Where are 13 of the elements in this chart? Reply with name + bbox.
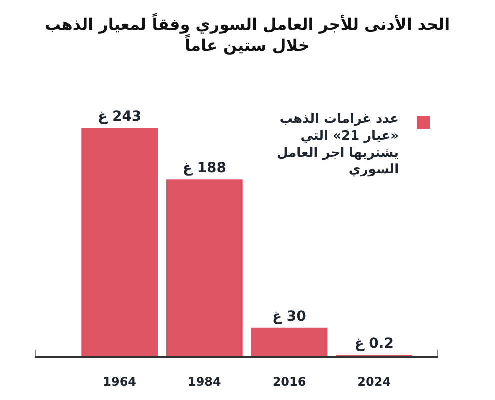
x-tick-label: 1984 — [188, 375, 222, 390]
data-label: 243 غ — [98, 109, 142, 125]
x-tick-label: 2024 — [358, 375, 392, 390]
data-label: 188 غ — [182, 160, 227, 177]
bar — [166, 180, 243, 356]
data-label: 30 غ — [272, 308, 307, 325]
chart-title: الحد الأدنى للأجر العامل السوري وفقاً لمعيار الذهب خلال ستين عاماً — [44, 12, 450, 55]
bar — [82, 128, 158, 356]
x-tick-label: 2016 — [272, 375, 306, 390]
bar — [251, 328, 328, 356]
x-tick-label: 1964 — [103, 375, 137, 390]
data-label: 0.2 غ — [354, 336, 394, 352]
legend-label: عدد غرامات الذهب «عيار 21» التي يشتريها اجر العامل السوري — [277, 112, 400, 178]
